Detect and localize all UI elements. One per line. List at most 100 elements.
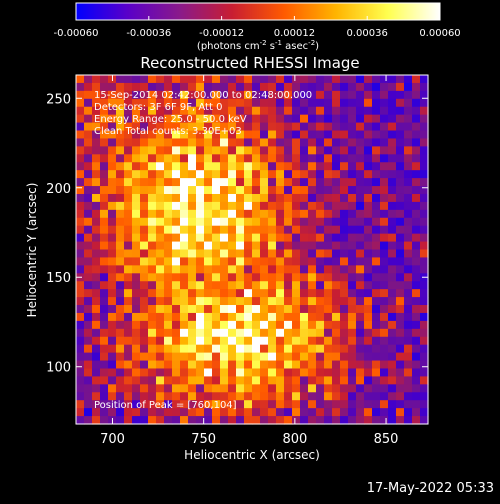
heatmap-cell (220, 384, 229, 393)
heatmap-cell (100, 225, 109, 235)
heatmap-cell (156, 249, 165, 259)
heatmap-cell (164, 75, 173, 84)
heatmap-cell (220, 281, 229, 290)
heatmap-cell (348, 400, 357, 409)
heatmap-cell (260, 146, 269, 155)
heatmap-cell (212, 289, 221, 298)
heatmap-cell (412, 209, 421, 219)
heatmap-cell (404, 344, 413, 354)
heatmap-cell (388, 400, 397, 409)
heatmap-cell (396, 320, 405, 330)
heatmap-cell (180, 328, 189, 338)
heatmap-cell (100, 154, 109, 163)
heatmap-cell (220, 75, 229, 84)
heatmap-cell (148, 130, 157, 140)
heatmap-cell (260, 265, 269, 274)
heatmap-cell (84, 186, 93, 195)
heatmap-cell (132, 233, 141, 243)
heatmap-cell (404, 201, 413, 211)
heatmap-cell (348, 82, 357, 92)
heatmap-cell (140, 328, 149, 338)
heatmap-cell (92, 178, 101, 187)
heatmap-cell (76, 352, 85, 362)
heatmap-cell (188, 360, 197, 370)
heatmap-cell (172, 201, 181, 211)
heatmap-cell (284, 312, 293, 322)
heatmap-cell (388, 416, 397, 425)
heatmap-cell (388, 328, 397, 338)
heatmap-cell (132, 146, 141, 155)
heatmap-cell (380, 408, 389, 417)
heatmap-cell (132, 193, 141, 203)
heatmap-cell (308, 360, 317, 370)
heatmap-cell (420, 178, 429, 187)
heatmap-cell (284, 289, 293, 298)
heatmap-cell (100, 130, 109, 140)
heatmap-cell (116, 289, 125, 298)
heatmap-cell (260, 392, 269, 401)
heatmap-cell (300, 352, 309, 362)
heatmap-cell (164, 392, 173, 401)
heatmap-cell (188, 162, 197, 171)
heatmap-cell (300, 209, 309, 219)
heatmap-cell (276, 193, 285, 203)
heatmap-cell (244, 368, 253, 378)
heatmap-cell (100, 408, 109, 417)
heatmap-cell (420, 130, 429, 140)
heatmap-cell (132, 130, 141, 140)
heatmap-cell (116, 265, 125, 274)
heatmap-cell (364, 384, 373, 393)
heatmap-cell (180, 384, 189, 393)
heatmap-cell (140, 320, 149, 330)
heatmap-cell (220, 392, 229, 401)
heatmap-cell (220, 336, 229, 346)
heatmap-cell (404, 281, 413, 290)
heatmap-cell (132, 376, 141, 385)
heatmap-cell (124, 297, 133, 306)
heatmap-cell (308, 106, 317, 116)
heatmap-cell (388, 273, 397, 282)
heatmap-cell (212, 297, 221, 306)
heatmap-cell (140, 273, 149, 282)
heatmap-cell (84, 130, 93, 140)
heatmap-cell (276, 146, 285, 155)
heatmap-cell (84, 336, 93, 346)
heatmap-cell (140, 98, 149, 108)
heatmap-cell (172, 328, 181, 338)
heatmap-cell (220, 225, 229, 235)
heatmap-cell (188, 241, 197, 251)
heatmap-cell (420, 241, 429, 251)
heatmap-cell (252, 122, 261, 132)
heatmap-cell (228, 368, 237, 378)
heatmap-cell (388, 75, 397, 84)
heatmap-cell (260, 75, 269, 84)
heatmap-cell (348, 170, 357, 179)
heatmap-cell (316, 320, 325, 330)
heatmap-cell (332, 360, 341, 370)
heatmap-cell (220, 193, 229, 203)
heatmap-cell (412, 154, 421, 163)
heatmap-cell (396, 170, 405, 179)
heatmap-cell (340, 154, 349, 163)
heatmap-cell (236, 376, 245, 385)
heatmap-cell (332, 106, 341, 116)
heatmap-cell (196, 130, 205, 140)
heatmap-cell (84, 193, 93, 203)
heatmap-cell (308, 368, 317, 378)
heatmap-cell (204, 336, 213, 346)
heatmap-cell (332, 193, 341, 203)
heatmap-cell (140, 178, 149, 187)
heatmap-cell (220, 265, 229, 274)
heatmap-cell (236, 209, 245, 219)
heatmap-cell (180, 82, 189, 92)
heatmap-cell (348, 312, 357, 322)
heatmap-cell (196, 209, 205, 219)
heatmap-cell (180, 162, 189, 171)
heatmap-cell (380, 281, 389, 290)
heatmap-cell (204, 233, 213, 243)
heatmap-cell (276, 312, 285, 322)
heatmap-cell (380, 130, 389, 140)
heatmap-cell (172, 408, 181, 417)
heatmap-cell (220, 328, 229, 338)
heatmap-cell (388, 162, 397, 171)
